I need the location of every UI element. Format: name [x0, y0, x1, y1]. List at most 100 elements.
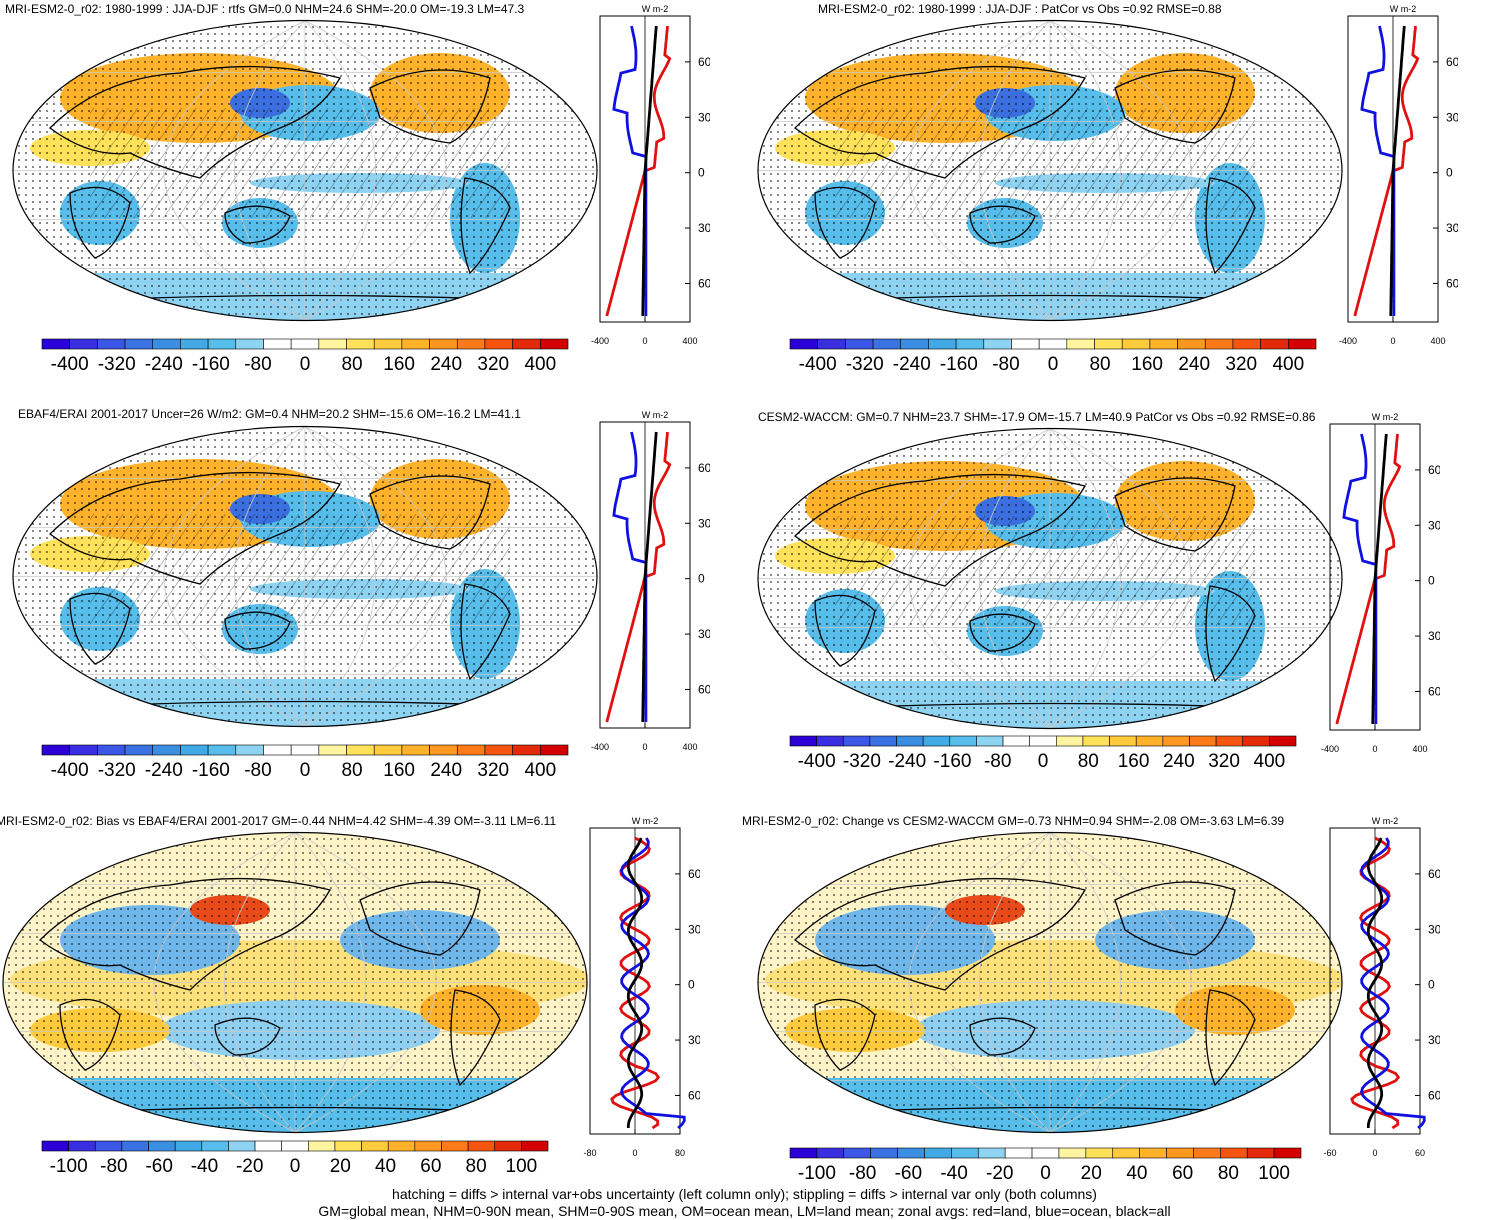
- colorbar-swatch: [869, 735, 897, 747]
- zonal-curve-land: [1335, 433, 1402, 725]
- colorbar-swatch: [334, 1140, 362, 1152]
- colorbar-label: 100: [1258, 1163, 1290, 1184]
- colorbar-swatch: [456, 744, 486, 756]
- colorbar: -100 -80 -60 -40 -20 0 20 40 60 80 100: [41, 1140, 549, 1177]
- colorbar-swatch: [456, 338, 486, 350]
- colorbar-swatch: [1109, 735, 1137, 747]
- zonal-curve-all: [641, 431, 658, 722]
- colorbar-swatch: [346, 338, 375, 350]
- colorbar-swatch: [1135, 735, 1164, 747]
- colorbar-label: 160: [1118, 751, 1150, 772]
- colorbar-swatch: [1002, 735, 1030, 747]
- colorbar-swatch: [1246, 1147, 1275, 1159]
- zonal-curve-ocean: [620, 837, 686, 1130]
- colorbar-swatch: [361, 1140, 389, 1152]
- colorbar-swatch: [1166, 1147, 1194, 1159]
- colorbar-label: -20: [236, 1156, 263, 1177]
- colorbar-swatch: [512, 338, 541, 350]
- colorbar-label: -80: [984, 751, 1011, 772]
- colorbar-label: -80: [992, 354, 1019, 375]
- colorbar-swatch: [180, 338, 209, 350]
- colorbar-swatch: [290, 338, 320, 350]
- panel-title: MRI-ESM2-0_r02: Bias vs EBAF4/ERAI 2001-…: [0, 814, 557, 828]
- colorbar-swatch: [207, 338, 237, 350]
- colorbar-swatch: [467, 1140, 496, 1152]
- latitude-tick-label: 0: [688, 978, 695, 992]
- robinson-map: [757, 427, 1343, 730]
- colorbar-label: -400: [798, 751, 836, 772]
- panel-title: MRI-ESM2-0_r02: 1980-1999 : JJA-DJF : rt…: [5, 2, 525, 16]
- zonal-average-plot: W m-2 -400 0 400 60N 30N 0 30S 60S: [1321, 412, 1440, 754]
- zonal-unit-label: W m-2: [642, 410, 669, 420]
- colorbar-label: 80: [1089, 354, 1110, 375]
- colorbar-label: 80: [1218, 1163, 1239, 1184]
- robinson-map: [757, 831, 1343, 1134]
- colorbar-swatch: [1189, 735, 1217, 747]
- colorbar-label: 80: [341, 354, 362, 375]
- colorbar-label: -320: [98, 354, 136, 375]
- colorbar-swatch: [318, 338, 347, 350]
- colorbar-label: 240: [1178, 354, 1210, 375]
- colorbar-label: -40: [940, 1163, 967, 1184]
- latitude-tick-label: 60N: [698, 461, 710, 475]
- latitude-tick-label: 60N: [1428, 463, 1440, 477]
- colorbar-label: 240: [430, 760, 462, 781]
- zonal-x-tick-label: -400: [1339, 336, 1357, 346]
- colorbar-swatch: [1149, 338, 1178, 350]
- colorbar-swatch: [235, 744, 264, 756]
- colorbar-swatch: [976, 735, 1004, 747]
- latitude-tick-label: 60S: [688, 1088, 700, 1102]
- latitude-tick-label: 60S: [698, 276, 710, 290]
- latitude-tick-label: 60N: [698, 55, 710, 69]
- colorbar-swatch: [484, 338, 513, 350]
- colorbar-label: -20: [986, 1163, 1013, 1184]
- colorbar-swatch: [148, 1140, 176, 1152]
- colorbar-swatch: [1031, 1147, 1060, 1159]
- colorbar-label: 40: [375, 1156, 396, 1177]
- colorbar-swatch: [1004, 1147, 1033, 1159]
- latitude-tick-label: 30S: [688, 1033, 700, 1047]
- colorbar-swatch: [816, 1147, 845, 1159]
- colorbar-swatch: [387, 1140, 416, 1152]
- colorbar-swatch: [789, 1147, 818, 1159]
- colorbar-swatch: [429, 744, 458, 756]
- colorbar-swatch: [521, 1140, 549, 1152]
- zonal-average-plot: W m-2 -80 0 80 60N 30N 0 30S 60S: [583, 816, 700, 1158]
- colorbar-label: 0: [1048, 354, 1059, 375]
- colorbar-swatch: [346, 744, 375, 756]
- colorbar-swatch: [1011, 338, 1040, 350]
- colorbar-label: 20: [1081, 1163, 1102, 1184]
- colorbar-swatch: [281, 1140, 309, 1152]
- robinson-map: [2, 831, 588, 1134]
- zonal-x-tick-label: 400: [1430, 336, 1445, 346]
- colorbar-swatch: [1162, 735, 1190, 747]
- colorbar-swatch: [1273, 1147, 1302, 1159]
- colorbar-swatch: [290, 744, 320, 756]
- colorbar-swatch: [373, 338, 403, 350]
- latitude-tick-label: 30S: [698, 221, 710, 235]
- colorbar-label: -240: [888, 751, 926, 772]
- colorbar-swatch: [484, 744, 513, 756]
- zonal-x-tick-label: 0: [642, 742, 647, 752]
- latitude-tick-label: 30N: [688, 922, 700, 936]
- colorbar-swatch: [121, 1140, 149, 1152]
- colorbar: -400 -320 -240 -160 -80 0 80 160 240 320 400: [789, 735, 1297, 772]
- colorbar-swatch: [789, 735, 817, 747]
- colorbar-swatch: [816, 735, 844, 747]
- colorbar-swatch: [1094, 338, 1123, 350]
- footer-line-1: hatching = diffs > internal var+obs unce…: [392, 1186, 1097, 1202]
- latitude-tick-label: 30S: [1428, 629, 1440, 643]
- colorbar-label: 320: [477, 354, 509, 375]
- colorbar-swatch: [207, 744, 237, 756]
- colorbar-swatch: [94, 1140, 123, 1152]
- colorbar-swatch: [951, 1147, 979, 1159]
- colorbar-swatch: [1193, 1147, 1221, 1159]
- colorbar-label: 160: [1131, 354, 1163, 375]
- zonal-x-tick-label: -400: [1321, 744, 1339, 754]
- colorbar-swatch: [373, 744, 403, 756]
- colorbar-swatch: [68, 1140, 96, 1152]
- zonal-curve-all: [1389, 25, 1406, 316]
- zonal-x-tick-label: -80: [583, 1148, 596, 1158]
- figure-footer: hatching = diffs > internal var+obs unce…: [0, 1186, 1489, 1220]
- zonal-average-plot: W m-2 -400 0 400 60N 30N 0 30S 60S: [591, 410, 710, 752]
